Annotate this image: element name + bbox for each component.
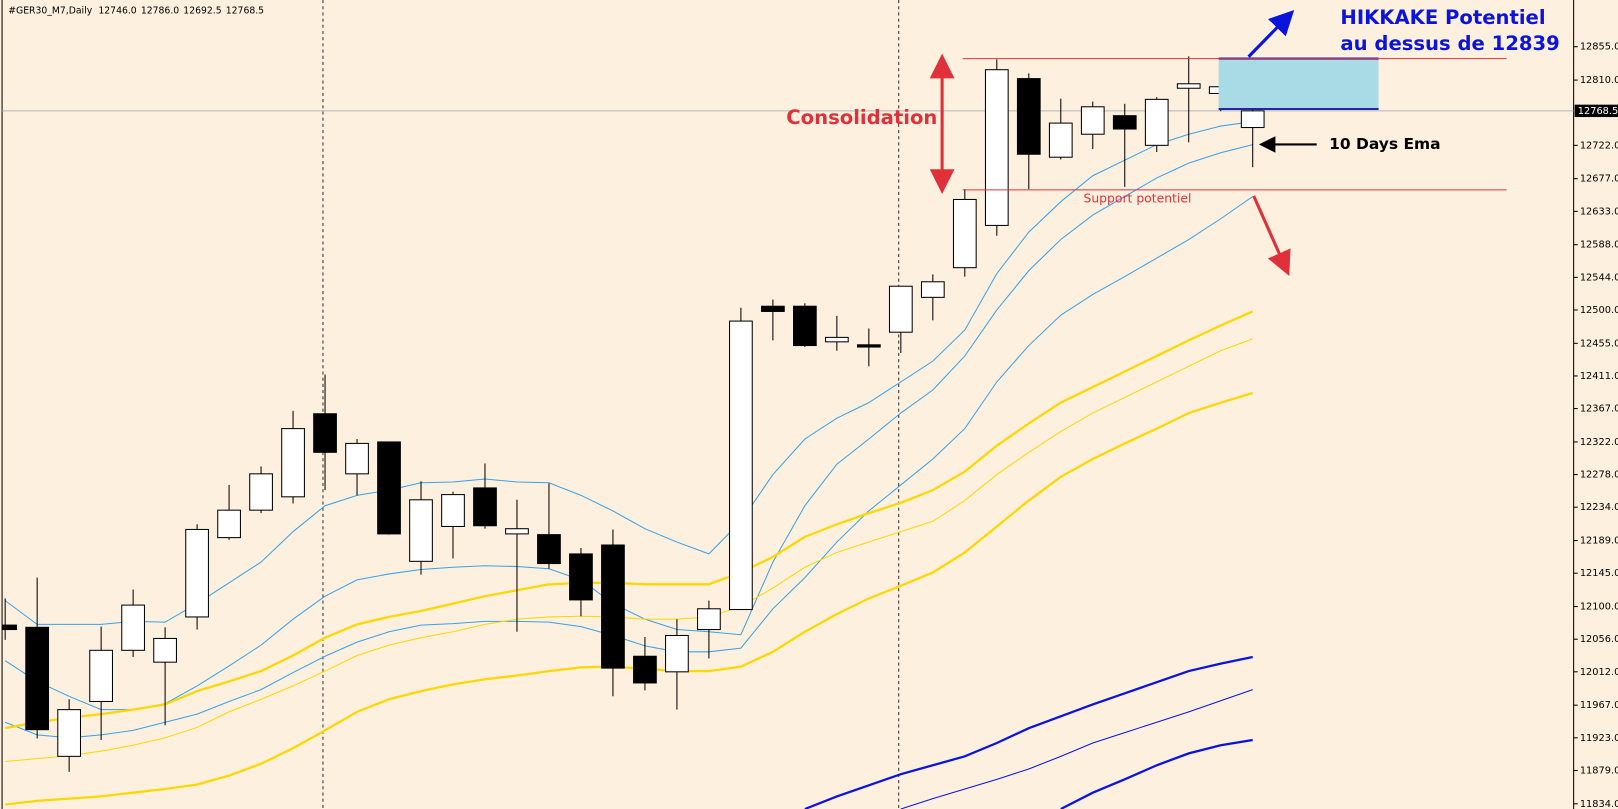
candle-body <box>1240 110 1265 129</box>
y-tick-label: 12455.0 <box>1580 338 1618 349</box>
current-price-label: 12768.5 <box>1578 106 1618 117</box>
candle-body <box>793 305 817 347</box>
y-tick-label: 12056.0 <box>1580 634 1618 645</box>
candle-body <box>920 281 945 298</box>
indicator-line <box>804 655 1253 809</box>
y-tick-label: 12677.0 <box>1580 174 1618 185</box>
y-tick-label: 12278.0 <box>1580 470 1618 481</box>
candle-body <box>537 534 561 565</box>
current-price-box <box>1574 104 1618 118</box>
candle-body <box>281 428 305 498</box>
y-tick-label: 12100.0 <box>1580 602 1618 613</box>
y-tick-label: 12722.0 <box>1580 140 1618 151</box>
candle-body <box>441 494 465 527</box>
candle-body <box>1048 122 1073 158</box>
y-tick-label: 12588.0 <box>1580 240 1618 251</box>
low-value: 12692.5 <box>183 5 221 16</box>
candle-body <box>1016 78 1041 155</box>
y-tick-label: 11879.0 <box>1580 765 1618 776</box>
y-tick-label: 12145.0 <box>1580 568 1618 579</box>
y-tick-label: 12810.0 <box>1580 75 1618 86</box>
y-tick-label: 12367.0 <box>1580 404 1618 415</box>
candle-body <box>249 473 273 511</box>
consolidation-label: Consolidation <box>786 106 937 129</box>
y-tick-label: 11923.0 <box>1580 733 1618 744</box>
indicator-line <box>4 196 1254 739</box>
y-tick-label: 12633.0 <box>1580 206 1618 217</box>
y-tick-label: 12411.0 <box>1580 371 1618 382</box>
candle-body <box>1176 83 1201 89</box>
candle-body <box>665 634 689 673</box>
candle-body <box>952 198 977 269</box>
indicator-line <box>4 144 1253 711</box>
y-tick-label: 12500.0 <box>1580 305 1618 316</box>
candle-body <box>25 626 50 731</box>
candle-body <box>888 285 913 333</box>
annotations: Consolidation HIKKAKE Potentiel au dessu… <box>786 6 1560 277</box>
candle-body <box>2 624 18 631</box>
candle-body <box>729 320 753 611</box>
candle-body <box>984 69 1009 226</box>
y-tick-label: 11834.0 <box>1580 799 1618 809</box>
y-tick-label: 12012.0 <box>1580 667 1618 678</box>
candle-body <box>409 499 433 562</box>
indicator-line <box>5 391 1254 806</box>
indicator-line <box>900 689 1253 809</box>
y-tick-label: 12855.0 <box>1580 42 1618 53</box>
breakout-arrow <box>1247 10 1295 58</box>
candle-body <box>473 487 497 527</box>
candle-body <box>569 553 593 601</box>
candle-body <box>601 544 625 669</box>
candle-body <box>1080 106 1105 135</box>
hikkake-subtitle: au dessus de 12839 <box>1340 32 1559 55</box>
candle-body <box>89 649 113 702</box>
candle-body <box>313 413 337 453</box>
y-tick-label: 12544.0 <box>1580 272 1618 283</box>
y-tick-label: 11967.0 <box>1580 700 1618 711</box>
open-value: 12746.0 <box>98 5 136 16</box>
high-value: 12786.0 <box>141 5 179 16</box>
breakdown-arrow <box>1252 195 1291 277</box>
indicator-line <box>1060 738 1253 809</box>
candle-body <box>633 655 657 684</box>
ema-label: 10 Days Ema <box>1329 135 1441 153</box>
candle-body <box>824 336 849 343</box>
indicator-line <box>4 310 1254 730</box>
hikkake-title: HIKKAKE Potentiel <box>1340 6 1545 29</box>
candle-body <box>1144 98 1169 146</box>
symbol: #GER30_M7,Daily <box>8 5 92 16</box>
y-tick-label: 12234.0 <box>1580 502 1618 513</box>
y-tick-label: 12189.0 <box>1580 536 1618 547</box>
candle-body <box>121 604 145 651</box>
indicator-line <box>4 121 1253 625</box>
plot-area <box>2 56 1574 809</box>
candle-body <box>153 637 177 663</box>
indicator-line <box>5 338 1253 763</box>
candle-body <box>377 441 401 535</box>
y-tick-label: 12322.0 <box>1580 437 1618 448</box>
candle-body <box>57 709 82 757</box>
chart-header: #GER30_M7,Daily 12746.0 12786.0 12692.5 1276… <box>8 5 264 16</box>
candle-body <box>345 442 369 475</box>
support-label: Support potentiel <box>1083 192 1191 206</box>
candle-body <box>761 305 785 312</box>
hikkake-box <box>1218 58 1379 110</box>
candle-body <box>185 528 209 618</box>
candle-body <box>1112 115 1137 130</box>
candle-body <box>697 608 721 631</box>
candle-body <box>856 344 881 348</box>
candle-body <box>505 528 529 535</box>
close-value: 12768.5 <box>226 5 264 16</box>
candle-body <box>217 509 241 539</box>
